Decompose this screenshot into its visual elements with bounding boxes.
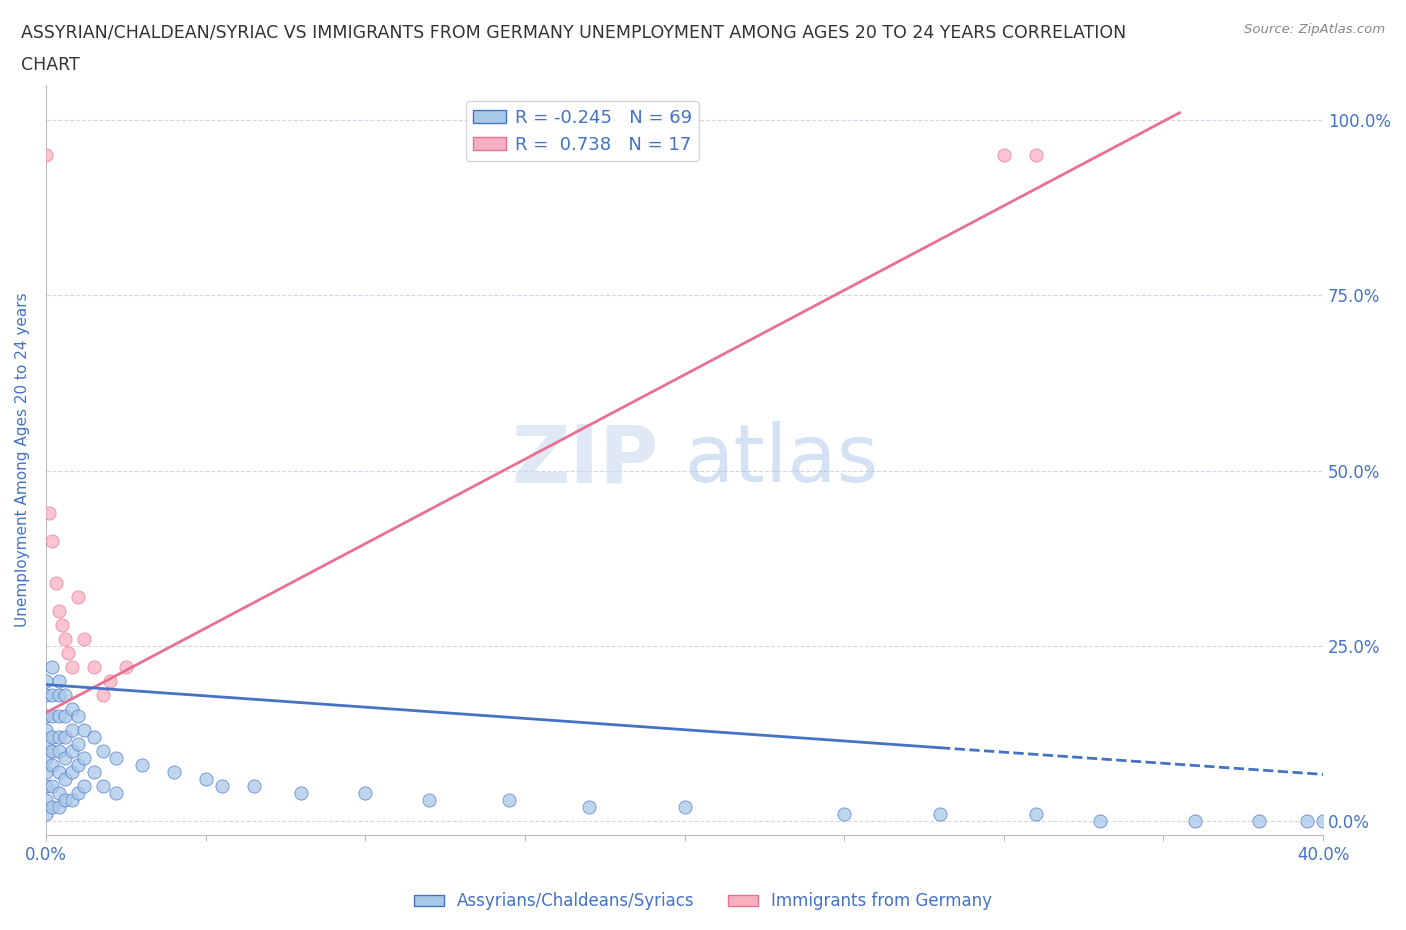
Point xyxy=(35,709,58,724)
Point xyxy=(354,786,377,801)
Point xyxy=(38,505,60,520)
Y-axis label: Unemployment Among Ages 20 to 24 years: Unemployment Among Ages 20 to 24 years xyxy=(15,293,30,628)
Point xyxy=(45,576,67,591)
Point xyxy=(48,730,70,745)
Point xyxy=(66,737,89,751)
Text: atlas: atlas xyxy=(685,421,879,499)
Point xyxy=(60,744,83,759)
Point xyxy=(929,807,952,822)
Point xyxy=(60,702,83,717)
Point xyxy=(66,709,89,724)
Point xyxy=(48,786,70,801)
Point xyxy=(73,751,96,765)
Point xyxy=(53,751,76,765)
Point xyxy=(242,779,264,794)
Point xyxy=(48,744,70,759)
Point xyxy=(53,687,76,702)
Point xyxy=(93,779,115,794)
Point xyxy=(1025,807,1047,822)
Point xyxy=(93,744,115,759)
Point xyxy=(163,764,186,779)
Point xyxy=(41,779,63,794)
Point xyxy=(105,751,128,765)
Point xyxy=(832,807,855,822)
Point xyxy=(66,758,89,773)
Point xyxy=(48,687,70,702)
Point xyxy=(66,590,89,604)
Point xyxy=(131,758,153,773)
Point xyxy=(51,618,73,632)
Point xyxy=(35,673,58,688)
Point xyxy=(35,764,58,779)
Point xyxy=(35,779,58,794)
Point xyxy=(53,793,76,808)
Point xyxy=(48,764,70,779)
Point xyxy=(498,793,520,808)
Point xyxy=(53,631,76,646)
Point xyxy=(35,807,58,822)
Point xyxy=(41,800,63,815)
Point xyxy=(93,687,115,702)
Text: Source: ZipAtlas.com: Source: ZipAtlas.com xyxy=(1244,23,1385,36)
Point xyxy=(83,730,105,745)
Point xyxy=(60,659,83,674)
Point xyxy=(673,800,696,815)
Point xyxy=(48,709,70,724)
Legend: Assyrians/Chaldeans/Syriacs, Immigrants from Germany: Assyrians/Chaldeans/Syriacs, Immigrants … xyxy=(406,885,1000,917)
Point xyxy=(53,772,76,787)
Point xyxy=(73,779,96,794)
Point xyxy=(1184,814,1206,829)
Point xyxy=(1025,148,1047,163)
Point xyxy=(73,723,96,737)
Point xyxy=(41,744,63,759)
Point xyxy=(35,751,58,765)
Point xyxy=(194,772,217,787)
Point xyxy=(48,800,70,815)
Point xyxy=(105,786,128,801)
Point xyxy=(1312,814,1334,829)
Point xyxy=(53,730,76,745)
Point xyxy=(578,800,600,815)
Point xyxy=(114,659,136,674)
Point xyxy=(35,737,58,751)
Point xyxy=(35,793,58,808)
Point xyxy=(41,709,63,724)
Point xyxy=(58,645,80,660)
Text: ZIP: ZIP xyxy=(512,421,659,499)
Point xyxy=(98,673,121,688)
Point xyxy=(1249,814,1271,829)
Text: ASSYRIAN/CHALDEAN/SYRIAC VS IMMIGRANTS FROM GERMANY UNEMPLOYMENT AMONG AGES 20 T: ASSYRIAN/CHALDEAN/SYRIAC VS IMMIGRANTS F… xyxy=(21,23,1126,41)
Point xyxy=(48,604,70,618)
Point xyxy=(60,793,83,808)
Point xyxy=(35,723,58,737)
Text: CHART: CHART xyxy=(21,56,80,73)
Point xyxy=(60,723,83,737)
Point xyxy=(41,659,63,674)
Point xyxy=(211,779,233,794)
Point xyxy=(993,148,1015,163)
Point xyxy=(41,687,63,702)
Point xyxy=(73,631,96,646)
Point xyxy=(41,730,63,745)
Point xyxy=(1296,814,1319,829)
Point xyxy=(66,786,89,801)
Point xyxy=(60,764,83,779)
Point xyxy=(35,148,58,163)
Point xyxy=(418,793,440,808)
Point xyxy=(290,786,312,801)
Point xyxy=(48,673,70,688)
Point xyxy=(53,709,76,724)
Point xyxy=(41,758,63,773)
Legend: R = -0.245   N = 69, R =  0.738   N = 17: R = -0.245 N = 69, R = 0.738 N = 17 xyxy=(465,101,699,161)
Point xyxy=(35,687,58,702)
Point xyxy=(83,659,105,674)
Point xyxy=(41,533,63,548)
Point xyxy=(83,764,105,779)
Point xyxy=(1088,814,1111,829)
